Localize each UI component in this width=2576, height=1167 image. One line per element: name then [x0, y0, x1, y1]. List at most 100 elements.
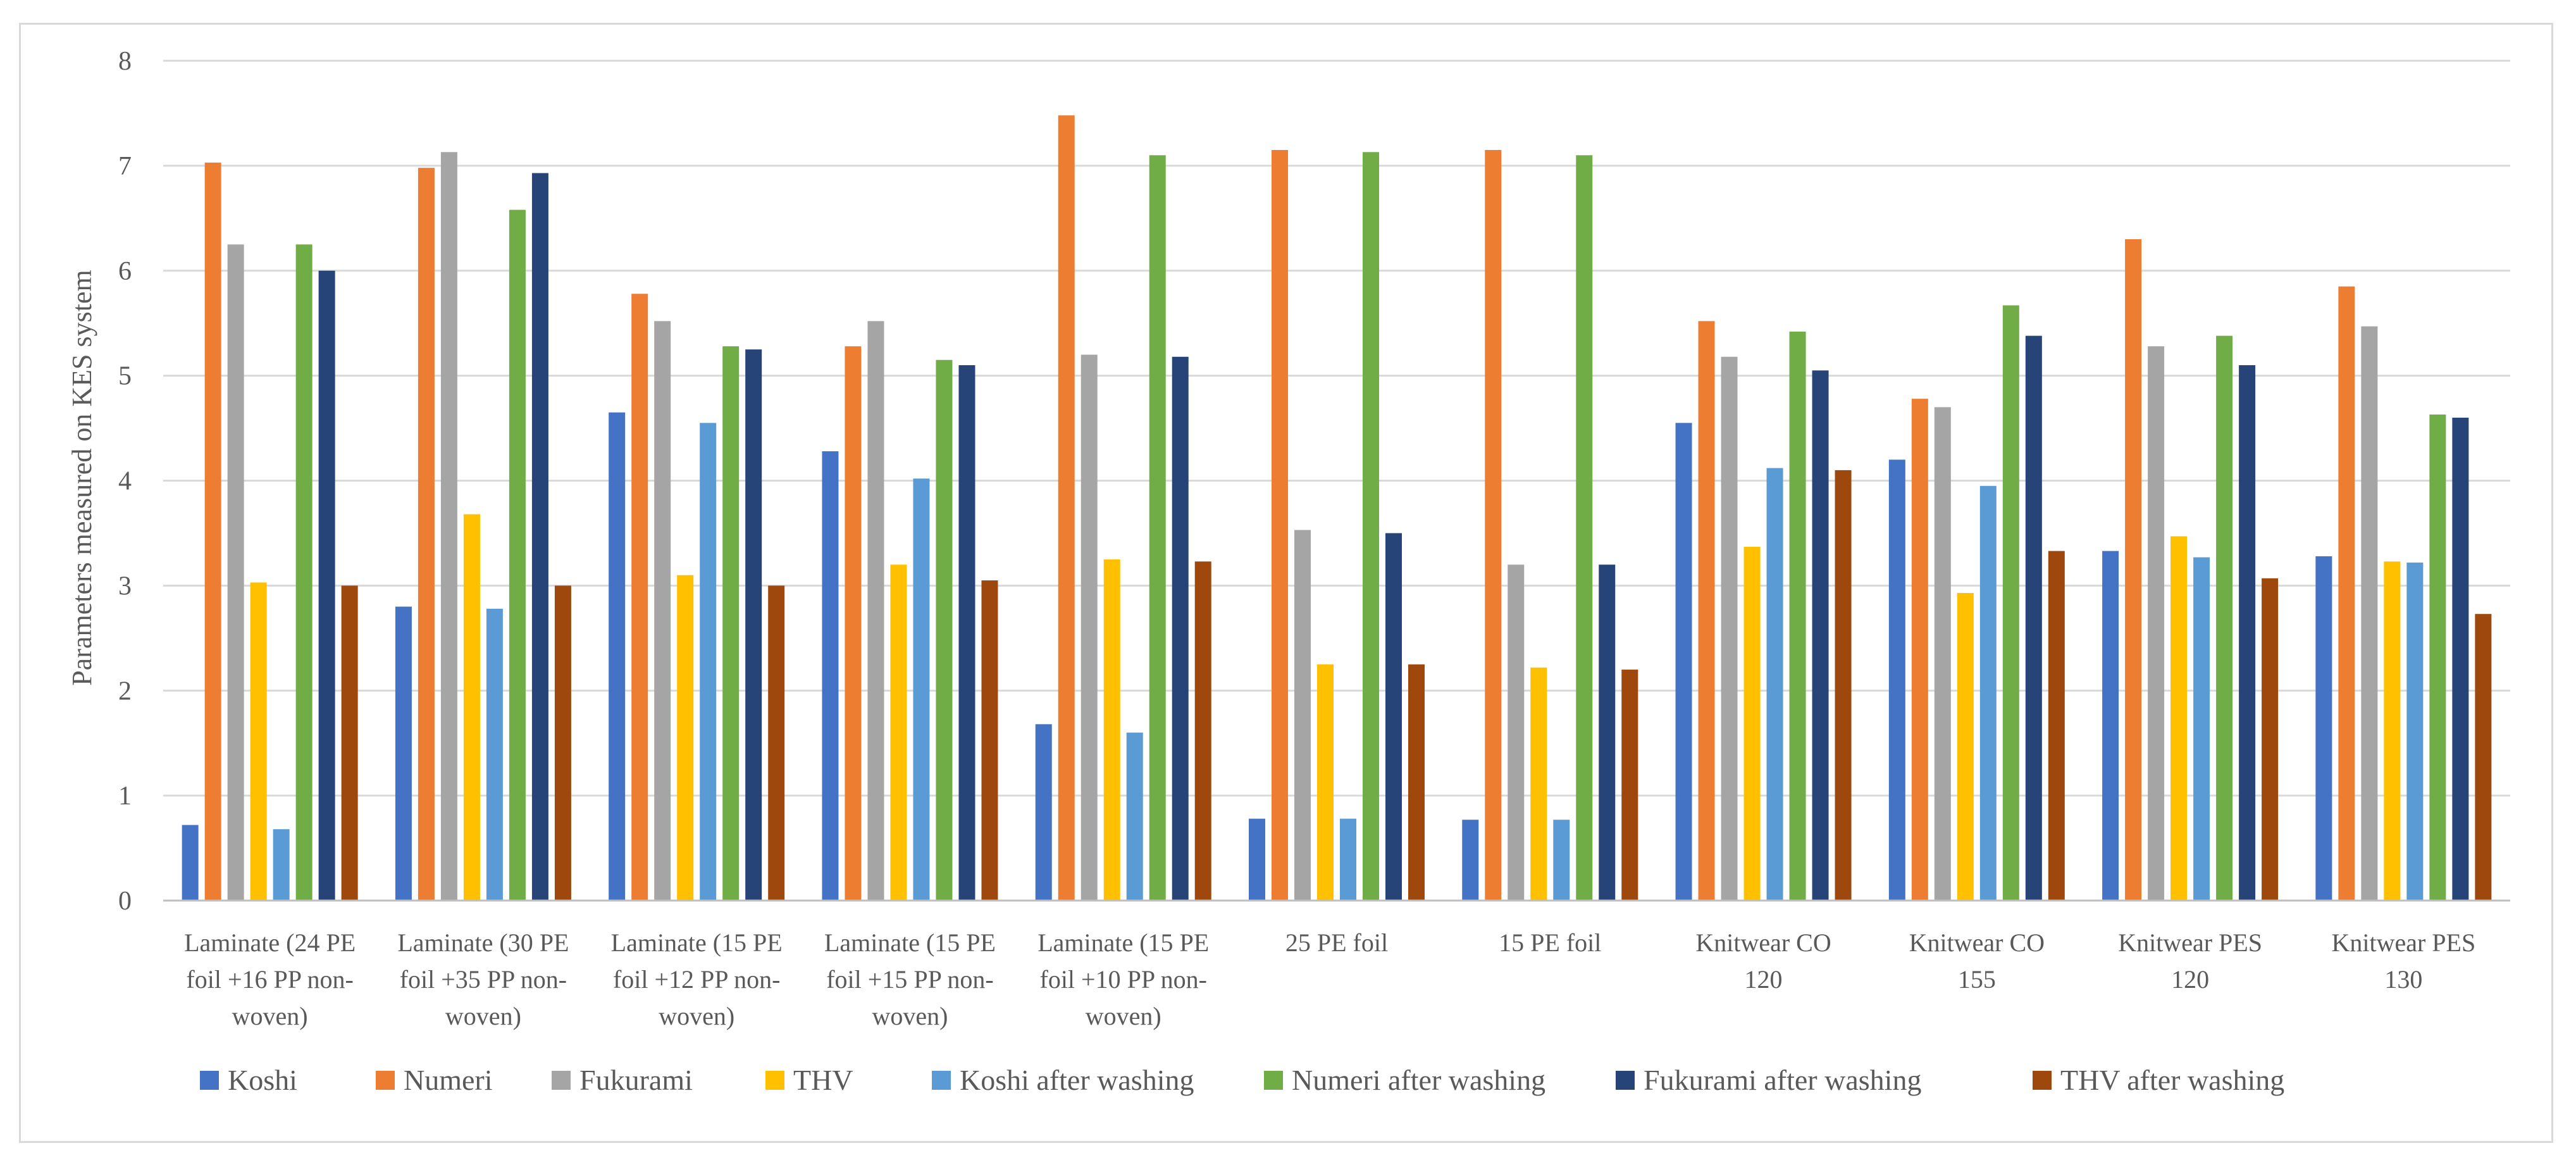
- bar: [2475, 614, 2492, 901]
- bar: [1675, 423, 1692, 901]
- bar: [1103, 559, 1120, 901]
- bar: [1317, 664, 1334, 901]
- bars: [182, 115, 2492, 901]
- bar: [1408, 664, 1425, 901]
- bar: [227, 244, 244, 901]
- bar: [913, 478, 930, 901]
- bar: [395, 606, 412, 901]
- bar: [654, 321, 671, 901]
- legend-label[interactable]: THV after washing: [2060, 1064, 2284, 1096]
- legend-swatch[interactable]: [765, 1071, 784, 1090]
- y-axis-title: Parameters measured on KES system: [66, 270, 97, 685]
- bar: [486, 608, 503, 901]
- x-category-label: foil +35 PP non-: [400, 965, 567, 994]
- y-tick-label: 5: [118, 362, 132, 391]
- bar: [2048, 551, 2065, 901]
- bar: [845, 346, 862, 901]
- bar: [609, 412, 626, 901]
- legend[interactable]: Koshi Numeri Fukurami THV Koshi after washin…: [200, 1064, 2284, 1096]
- bar: [822, 451, 839, 901]
- bar: [1743, 547, 1761, 901]
- bar: [554, 585, 571, 901]
- bar: [1576, 155, 1593, 901]
- bar: [2429, 414, 2446, 901]
- bar: [2452, 417, 2469, 901]
- bar: [2102, 551, 2119, 901]
- y-tick-label: 7: [118, 152, 132, 181]
- legend-label[interactable]: Numeri after washing: [1292, 1064, 1545, 1096]
- x-category-label: Laminate (15 PE: [1037, 928, 1209, 957]
- bar: [936, 359, 953, 901]
- x-category-label: foil +12 PP non-: [613, 965, 780, 994]
- bar: [531, 173, 548, 901]
- bar: [981, 580, 998, 901]
- x-category-label: 120: [2171, 965, 2209, 994]
- bar: [1149, 155, 1166, 901]
- x-category-label: 15 PE foil: [1499, 928, 1601, 957]
- bar: [418, 168, 435, 901]
- legend-swatch[interactable]: [1264, 1071, 1283, 1090]
- legend-label[interactable]: Numeri: [404, 1064, 493, 1096]
- x-category-label: Laminate (30 PE: [397, 928, 569, 957]
- legend-label[interactable]: Fukurami: [579, 1064, 693, 1096]
- bar: [2361, 326, 2378, 901]
- x-category-label: Knitwear PES: [2331, 928, 2475, 957]
- legend-swatch[interactable]: [200, 1071, 219, 1090]
- bar: [722, 346, 740, 901]
- legend-label[interactable]: Koshi: [228, 1064, 297, 1096]
- bar: [1035, 724, 1052, 901]
- bar: [2025, 335, 2042, 901]
- bar: [2315, 556, 2332, 901]
- bar: [1599, 565, 1616, 901]
- bar: [204, 162, 221, 901]
- bar: [1485, 149, 1502, 901]
- bar: [1789, 331, 1806, 901]
- x-category-label: foil +15 PP non-: [826, 965, 993, 994]
- bar: [700, 423, 717, 901]
- bar: [1272, 149, 1288, 901]
- legend-swatch[interactable]: [376, 1071, 395, 1090]
- bar: [1911, 399, 1928, 901]
- gridlines: [163, 59, 2510, 797]
- bar: [2002, 305, 2019, 901]
- bar: [2148, 346, 2165, 901]
- legend-swatch[interactable]: [552, 1071, 571, 1090]
- bar: [463, 514, 480, 901]
- y-tick-label: 8: [118, 47, 132, 76]
- bar: [1081, 354, 1098, 901]
- x-category-label: woven): [1086, 1002, 1161, 1030]
- x-category-label: Laminate (15 PE: [824, 928, 996, 957]
- x-category-label: 120: [1745, 965, 1783, 994]
- legend-label[interactable]: Koshi after washing: [960, 1064, 1194, 1096]
- bar: [745, 349, 762, 901]
- bar: [1363, 152, 1379, 901]
- bar: [341, 585, 358, 901]
- y-tick-label: 6: [118, 257, 132, 286]
- bar: [1126, 732, 1143, 901]
- bar: [440, 152, 457, 901]
- bar: [1835, 470, 1852, 901]
- bar: [1698, 321, 1715, 901]
- legend-label[interactable]: THV: [793, 1064, 853, 1096]
- axes: 0 1 2 3 4 5 6 7 8 Laminate (24 PE foil +16 PP non-…: [118, 47, 2510, 1030]
- bar: [1530, 667, 1547, 901]
- bar: [2239, 365, 2256, 901]
- bar: [250, 582, 267, 901]
- bar: [1385, 533, 1402, 901]
- x-category-label: 25 PE foil: [1285, 928, 1388, 957]
- x-category-label: Knitwear PES: [2118, 928, 2262, 957]
- x-category-label: Laminate (24 PE: [184, 928, 356, 957]
- x-category-label: Laminate (15 PE: [611, 928, 783, 957]
- legend-swatch[interactable]: [1616, 1071, 1635, 1090]
- x-category-label: woven): [445, 1002, 521, 1030]
- bar: [273, 829, 290, 901]
- bar: [1294, 530, 1311, 901]
- bar: [958, 365, 975, 901]
- x-category-label: Knitwear CO: [1695, 928, 1831, 957]
- bar: [1508, 565, 1525, 901]
- legend-label[interactable]: Fukurami after washing: [1644, 1064, 1921, 1096]
- bar: [677, 575, 694, 901]
- legend-swatch[interactable]: [2033, 1071, 2052, 1090]
- legend-swatch[interactable]: [932, 1071, 951, 1090]
